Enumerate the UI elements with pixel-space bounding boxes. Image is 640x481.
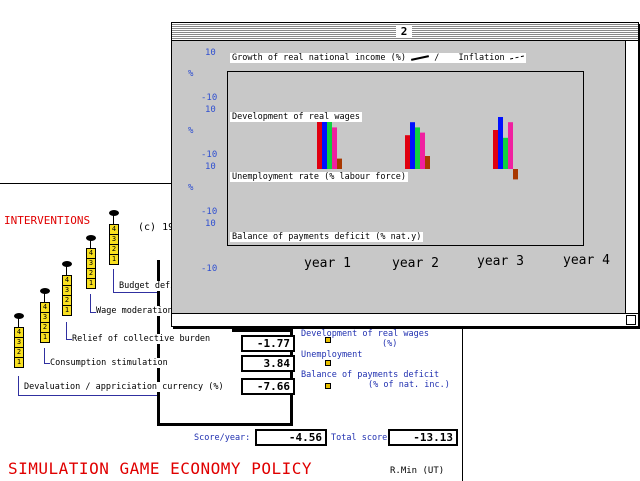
bar-year-1-s2 — [322, 117, 327, 169]
score-year-value: -4.56 — [255, 429, 327, 446]
tick-bottom-3: -10 — [201, 207, 218, 217]
window-titlebar[interactable]: 2 — [172, 23, 638, 41]
chart-window: 2 10 % -10 10 % -10 10 % -10 10 -10 Grow… — [171, 22, 639, 327]
bar-year-1-s3 — [327, 119, 332, 169]
vertical-scrollbar[interactable] — [625, 41, 638, 326]
tick-bottom-1: -10 — [201, 93, 218, 103]
real-wages-value: -1.77 — [241, 335, 295, 352]
unit-1: % — [188, 69, 194, 79]
control-relief-label: Relief of collective burden — [72, 334, 211, 344]
output-balance: Balance of payments deficit — [301, 370, 440, 380]
bar-year-2-s2 — [410, 122, 415, 169]
panel-label-balance: Balance of payments deficit (% nat.y) — [230, 232, 424, 242]
bar-year-2-s1 — [405, 135, 410, 169]
bar-year-2-s3 — [415, 127, 420, 169]
control-devaluation-label: Devaluation / appriciation currency (%) — [24, 382, 224, 392]
bar-year-1-s5 — [337, 158, 342, 169]
bar-year-1-s1 — [317, 119, 322, 169]
total-score-label: Total score: — [331, 433, 393, 443]
unit-2: % — [188, 126, 194, 136]
bar-year-3-s5 — [513, 169, 518, 180]
resize-handle-icon[interactable] — [626, 315, 636, 325]
balance-value: -7.66 — [241, 378, 295, 395]
plot-area — [227, 71, 584, 246]
total-score-value: -13.13 — [388, 429, 458, 446]
game-title: SIMULATION GAME ECONOMY POLICY — [8, 459, 312, 478]
unit-3: % — [188, 183, 194, 193]
tick-bottom-2: -10 — [201, 150, 218, 160]
interventions-title: INTERVENTIONS — [4, 214, 91, 227]
year-2-label: year 2 — [392, 256, 439, 271]
year-4-label: year 4 — [563, 253, 610, 268]
window-title: 2 — [396, 25, 412, 38]
bar-year-1-s4 — [332, 127, 337, 169]
bar-year-3-s1 — [493, 130, 498, 169]
author-credit: R.Min (UT) — [390, 466, 445, 476]
bar-year-3-s3 — [503, 137, 508, 169]
output-real-wages: Development of real wages — [301, 329, 429, 339]
year-1-label: year 1 — [304, 256, 351, 271]
copyright-text: (c) 19 — [138, 222, 175, 233]
control-budget-label: Budget defici — [119, 281, 186, 291]
control-consumption-label: Consumption stimulation — [50, 358, 168, 368]
panel-label-growth: Growth of real national income (%) / Inf… — [230, 53, 526, 63]
bar-year-2-s4 — [420, 132, 425, 169]
score-year-label: Score/year: — [194, 433, 251, 443]
tick-top-3: 10 — [205, 162, 216, 172]
year-3-label: year 3 — [477, 254, 524, 269]
bar-year-2-s5 — [425, 156, 430, 169]
output-unemployment: Unemployment — [301, 350, 363, 360]
bar-chart — [317, 117, 518, 180]
tick-top-1: 10 — [205, 48, 216, 58]
tick-top-2: 10 — [205, 105, 216, 115]
panel-label-unemployment: Unemployment rate (% labour force) — [230, 172, 408, 182]
unemployment-value: 3.84 — [241, 355, 295, 372]
control-wage-label: Wage moderation — [96, 306, 173, 316]
tick-top-4: 10 — [205, 219, 216, 229]
bar-year-3-s2 — [498, 117, 503, 169]
tick-bottom-4: -10 — [201, 264, 218, 274]
panel-label-wages: Development of real wages — [230, 112, 362, 122]
horizontal-scrollbar[interactable] — [172, 313, 638, 326]
bar-year-3-s4 — [508, 122, 513, 169]
